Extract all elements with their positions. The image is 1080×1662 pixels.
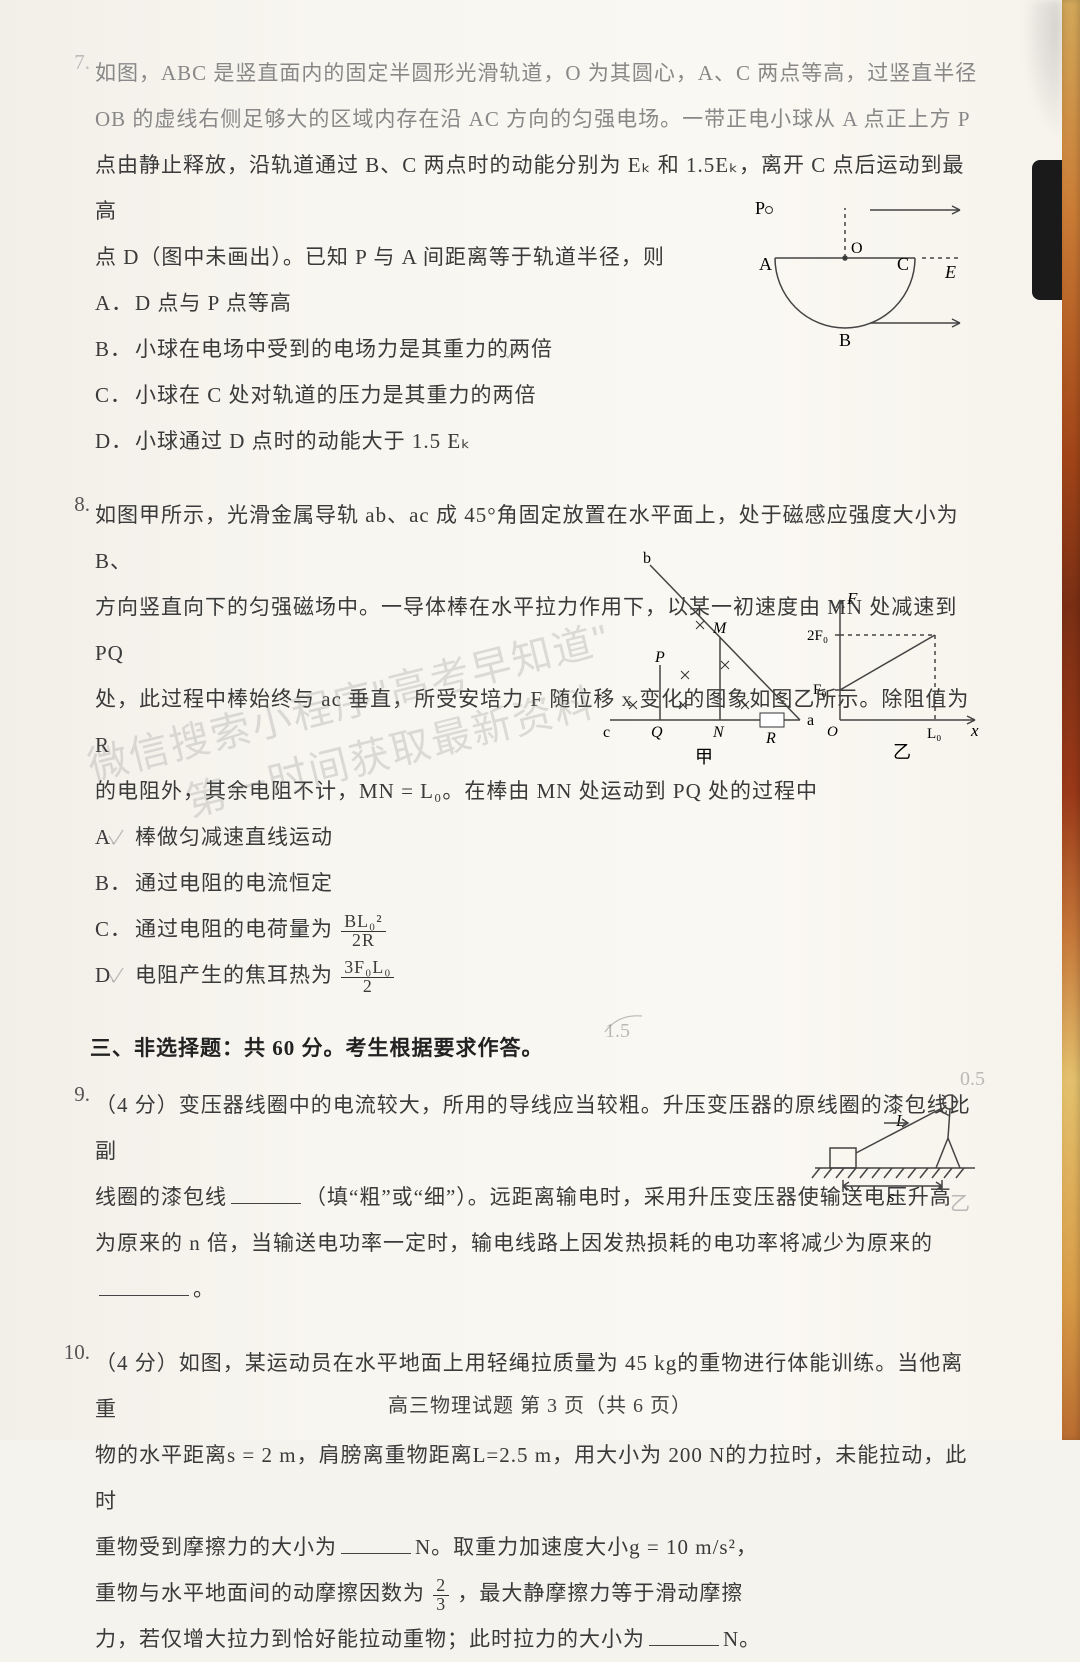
q8-option-b: B．通过电阻的电流恒定 [95, 860, 980, 906]
q10-pencil-top: 0.5 [960, 1068, 985, 1091]
q10-l3b: N。取重力加速度大小g = 10 m/s²， [415, 1535, 758, 1559]
q10-line3: 重物受到摩擦力的大小为 N。取重力加速度大小g = 10 m/s²， [95, 1524, 980, 1570]
q8-number: 8. [50, 492, 90, 517]
q10-line5: 力，若仅增大拉力到恰好能拉动重物；此时拉力的大小为 N。 [95, 1616, 980, 1662]
q8-stem-line1: 如图甲所示，光滑金属导轨 ab、ac 成 45°角固定放置在水平面上，处于磁感应… [95, 492, 980, 584]
q7-optA-text: D 点与 P 点等高 [135, 291, 292, 315]
q8-optB-text: 通过电阻的电流恒定 [135, 871, 333, 895]
fig7-label-B: B [839, 330, 851, 348]
page-footer: 高三物理试题 第 3 页（共 6 页） [0, 1389, 1080, 1418]
fig8b-caption: 乙 [893, 742, 911, 760]
q9-line3: 为原来的 n 倍，当输送电功率一定时，输电线路上因发热损耗的电功率将减少为原来的 [95, 1220, 980, 1266]
scan-right-edge [1062, 0, 1080, 1440]
q10-pencil-bottom: 乙 [950, 1187, 970, 1216]
q8-optC-prefix: 通过电阻的电荷量为 [135, 917, 333, 941]
q10-l3a: 重物受到摩擦力的大小为 [95, 1535, 337, 1559]
fig8b-xlabel: x [970, 721, 979, 740]
fig8b-ylabel: F [846, 590, 858, 608]
scan-shadow [1022, 0, 1062, 140]
q8-figure-right: F x 2F₀ F₀ L₀ O 乙 [805, 590, 985, 760]
q8-optC-den: 2R [341, 932, 385, 950]
fig7-label-A: A [759, 254, 772, 274]
q7-option-d: D．小球通过 D 点时的动能大于 1.5 Eₖ [95, 418, 980, 464]
q8-option-a: A. 棒做匀减速直线运动 [95, 814, 980, 860]
fig7-label-C: C [897, 254, 909, 274]
fig8b-ytick-F0: F₀ [813, 682, 827, 698]
fig8a-label-M: M [712, 620, 728, 637]
q10-l5b: N。 [723, 1627, 761, 1651]
fig8a-caption: 甲 [695, 747, 713, 765]
fig7-label-O: O [851, 240, 863, 257]
q10-l5a: 力，若仅增大拉力到恰好能拉动重物；此时拉力的大小为 [95, 1627, 645, 1651]
section-3-title: 三、非选择题：共 60 分。考生根据要求作答。 [90, 1032, 980, 1062]
q10-line4: 重物与水平地面间的动摩擦因数为 23 ，最大静摩擦力等于滑动摩擦 [95, 1570, 980, 1616]
q7-stem-line1: 如图，ABC 是竖直面内的固定半圆形光滑轨道，O 为其圆心，A、C 两点等高，过… [95, 50, 980, 96]
q8-optD-den: 2 [341, 978, 394, 996]
fig8a-label-Q: Q [651, 724, 663, 741]
q8-optC-num: BL₀² [341, 913, 385, 932]
q10-line2: 物的水平距离s = 2 m，肩膀离重物距离L=2.5 m，用大小为 200 N的… [95, 1432, 980, 1524]
q9-l4-tail: 。 [193, 1277, 215, 1301]
fig7-label-E: E [944, 262, 956, 282]
q8-figure-left: b a c P Q M N R 甲 [585, 545, 815, 765]
q10-blank-1 [341, 1533, 411, 1554]
fig8a-label-N: N [712, 724, 725, 741]
q7-stem-line2: OB 的虚线右侧足够大的区域内存在沿 AC 方向的匀强电场。一带正电小球从 A … [95, 96, 980, 142]
q7-number: 7. [50, 50, 90, 75]
q9-blank-2 [99, 1275, 189, 1296]
fig8b-xtick-L0: L₀ [927, 726, 941, 742]
exam-page: 7. 如图，ABC 是竖直面内的固定半圆形光滑轨道，O 为其圆心，A、C 两点等… [0, 0, 1080, 1440]
q8-option-c: C． 通过电阻的电荷量为 BL₀²2R [95, 906, 980, 952]
q7-optB-text: 小球在电场中受到的电场力是其重力的两倍 [135, 337, 553, 361]
fig8a-label-P: P [654, 649, 665, 666]
q8-optD-prefix: 电阻产生的焦耳热为 [135, 963, 333, 987]
q10-l4b: ，最大静摩擦力等于滑动摩擦 [457, 1581, 743, 1605]
q10-number: 10. [50, 1340, 90, 1365]
q7-optC-text: 小球在 C 处对轨道的压力是其重力的两倍 [135, 383, 537, 407]
scan-side-tab [1032, 160, 1062, 300]
fig7-label-P: P [755, 198, 765, 218]
fig10-label-s: s [888, 1187, 895, 1206]
q10-line1: （4 分）如图，某运动员在水平地面上用轻绳拉质量为 45 kg的重物进行体能训练… [95, 1340, 980, 1432]
q9-l2a: 线圈的漆包线 [95, 1185, 227, 1209]
fig8a-label-b: b [643, 550, 651, 567]
q8-optD-num: 3F₀L₀ [341, 959, 394, 978]
q7-optD-text: 小球通过 D 点时的动能大于 1.5 Eₖ [135, 429, 471, 453]
q10-figure: L s 0.5 乙 [810, 1088, 980, 1208]
q8-optA-text: 棒做匀减速直线运动 [135, 825, 333, 849]
q9-line4: 。 [95, 1266, 980, 1312]
q10-blank-2 [649, 1625, 719, 1646]
q8-option-d: D. 电阻产生的焦耳热为 3F₀L₀2 [95, 952, 980, 998]
q7-option-c: C．小球在 C 处对轨道的压力是其重力的两倍 [95, 372, 980, 418]
svg-text:O: O [827, 724, 838, 740]
q9-number: 9. [50, 1082, 90, 1107]
q9-blank-1 [231, 1183, 301, 1204]
q8-stem-line4: 的电阻外，其余电阻不计，MN = L₀。在棒由 MN 处运动到 PQ 处的过程中 [95, 768, 980, 814]
fig8a-label-c: c [603, 724, 610, 741]
q10-l4a: 重物与水平地面间的动摩擦因数为 [95, 1581, 425, 1605]
q7-figure: P O A C B E [745, 198, 975, 348]
fig8a-label-R: R [765, 730, 776, 747]
fig8b-ytick-2F0: 2F₀ [807, 628, 828, 644]
